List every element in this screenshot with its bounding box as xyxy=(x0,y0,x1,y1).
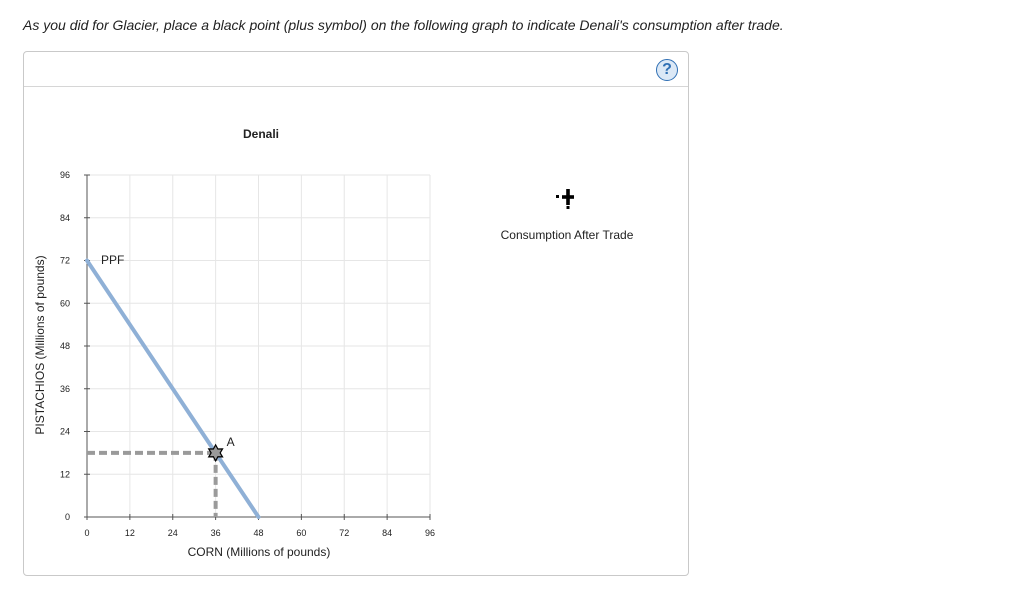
point-label: A xyxy=(227,435,235,449)
legend-label: Consumption After Trade xyxy=(501,228,634,242)
y-axis-label: PISTACHIOS (Millions of pounds) xyxy=(33,255,47,434)
x-tick-label: 84 xyxy=(382,528,392,538)
grid xyxy=(87,174,431,517)
x-tick-label: 72 xyxy=(339,528,349,538)
series-line-ppf xyxy=(85,258,261,519)
legend[interactable]: Consumption After Trade xyxy=(501,189,634,242)
y-tick-label: 24 xyxy=(60,427,70,437)
plus-icon-grip[interactable] xyxy=(556,195,559,198)
plus-icon-horizontal[interactable] xyxy=(562,195,574,199)
panel-header: ? xyxy=(24,52,688,87)
series xyxy=(85,258,261,519)
y-tick-label: 36 xyxy=(60,384,70,394)
chart-title: Denali xyxy=(243,127,279,141)
y-tick-label: 72 xyxy=(60,256,70,266)
instruction-text: As you did for Glacier, place a black po… xyxy=(23,17,784,33)
help-icon[interactable]: ? xyxy=(656,59,678,81)
series-label-ppf: PPF xyxy=(101,253,124,267)
x-tick-label: 96 xyxy=(425,528,435,538)
x-tick-label: 36 xyxy=(211,528,221,538)
x-tick-label: 24 xyxy=(168,528,178,538)
point-marker-star-icon[interactable] xyxy=(207,443,224,463)
tick-labels: 0 12 24 36 48 60 72 84 96 0 12 24 36 48 60 72 84 96 xyxy=(60,170,435,538)
x-tick-label: 48 xyxy=(253,528,263,538)
x-tick-label: 60 xyxy=(296,528,306,538)
y-tick-label: 12 xyxy=(60,469,70,479)
y-tick-label: 60 xyxy=(60,298,70,308)
x-tick-label: 12 xyxy=(125,528,135,538)
points[interactable]: A xyxy=(207,435,235,463)
axes xyxy=(84,174,431,520)
graph-panel: ? xyxy=(23,51,689,576)
y-tick-label: 96 xyxy=(60,170,70,180)
y-tick-label: 84 xyxy=(60,213,70,223)
x-axis-label: CORN (Millions of pounds) xyxy=(188,545,331,559)
plus-icon[interactable] xyxy=(556,189,574,209)
x-tick-label: 0 xyxy=(84,528,89,538)
plus-icon-grip[interactable] xyxy=(566,206,570,209)
y-tick-label: 48 xyxy=(60,341,70,351)
point-guides xyxy=(87,450,218,517)
y-tick-label: 0 xyxy=(65,512,70,522)
